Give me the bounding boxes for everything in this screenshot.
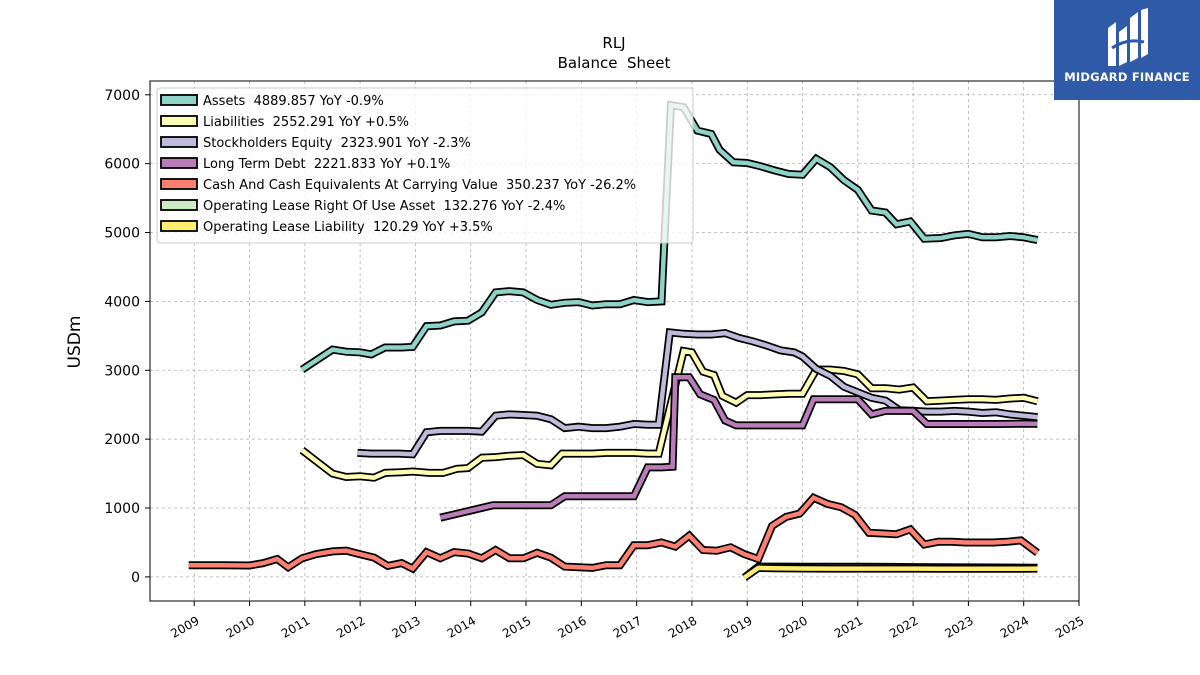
chart-title: RLJ (602, 34, 625, 52)
x-tick-label: 2019 (721, 613, 754, 640)
series-line-liabilities (300, 348, 1039, 480)
x-tick-label: 2012 (334, 613, 367, 640)
x-axis: 2009 2010 2011 2012 2013 2014 2015 2016 2017 2018… (168, 601, 1087, 641)
x-tick-label: 2017 (611, 613, 644, 640)
legend-swatch (160, 199, 198, 211)
series-line-operating-lease-liability (743, 565, 1038, 580)
legend-label: Operating Lease Liability 120.29 YoY +3.… (203, 220, 493, 235)
brand-name: MIDGARD FINANCE (1064, 70, 1190, 84)
chart-subtitle: Balance Sheet (558, 54, 671, 72)
legend: Assets 4889.857 YoY -0.9% Liabilities 255… (156, 87, 694, 244)
y-tick-label: 1000 (104, 501, 140, 517)
legend-swatch (160, 157, 198, 169)
brand-logo: MIDGARD FINANCE (1054, 0, 1200, 100)
y-tick-label: 3000 (104, 363, 140, 379)
x-tick-label: 2020 (777, 613, 810, 640)
y-tick-label: 0 (131, 570, 140, 586)
legend-label: Stockholders Equity 2323.901 YoY -2.3% (203, 136, 471, 151)
y-axis-label: USDm (65, 316, 85, 369)
legend-label: Assets 4889.857 YoY -0.9% (203, 94, 384, 109)
x-tick-label: 2022 (887, 613, 920, 640)
y-tick-label: 2000 (104, 432, 140, 448)
legend-swatch (160, 115, 198, 127)
legend-box (156, 87, 694, 244)
x-tick-label: 2009 (168, 613, 201, 640)
x-tick-label: 2023 (942, 613, 975, 640)
x-tick-label: 2024 (998, 613, 1031, 640)
plot-frame (149, 80, 1080, 602)
y-tick-label: 4000 (104, 294, 140, 310)
legend-swatch (160, 220, 198, 232)
y-tick-label: 7000 (104, 88, 140, 104)
y-tick-label: 5000 (104, 226, 140, 242)
x-tick-label: 2018 (666, 613, 699, 640)
legend-label: Cash And Cash Equivalents At Carrying Va… (203, 178, 636, 193)
midgard-logo-icon (1108, 8, 1148, 66)
legend-swatch (160, 178, 198, 190)
series-lines (188, 100, 1040, 581)
y-tick-label: 6000 (104, 157, 140, 173)
x-tick-label: 2011 (279, 613, 312, 640)
legend-label: Long Term Debt 2221.833 YoY +0.1% (203, 157, 450, 172)
legend-label: Liabilities 2552.291 YoY +0.5% (203, 115, 409, 130)
legend-swatch (160, 94, 198, 106)
series-line-stockholders-equity (357, 329, 1038, 457)
series-line-long-term-debt (439, 374, 1038, 520)
x-tick-label: 2021 (832, 613, 865, 640)
legend-swatch (160, 136, 198, 148)
series-line-cash-and-cash-equivalents-at-carrying-value (188, 494, 1039, 572)
x-tick-label: 2014 (445, 613, 478, 640)
x-tick-label: 2010 (224, 613, 257, 640)
x-tick-label: 2015 (500, 613, 533, 640)
x-tick-label: 2016 (555, 613, 588, 640)
x-tick-label: 2013 (389, 613, 422, 640)
y-axis: 0 1000 2000 3000 4000 5000 6000 7000 (104, 88, 150, 586)
x-tick-label: 2025 (1053, 613, 1086, 640)
legend-label: Operating Lease Right Of Use Asset 132.2… (203, 199, 565, 214)
